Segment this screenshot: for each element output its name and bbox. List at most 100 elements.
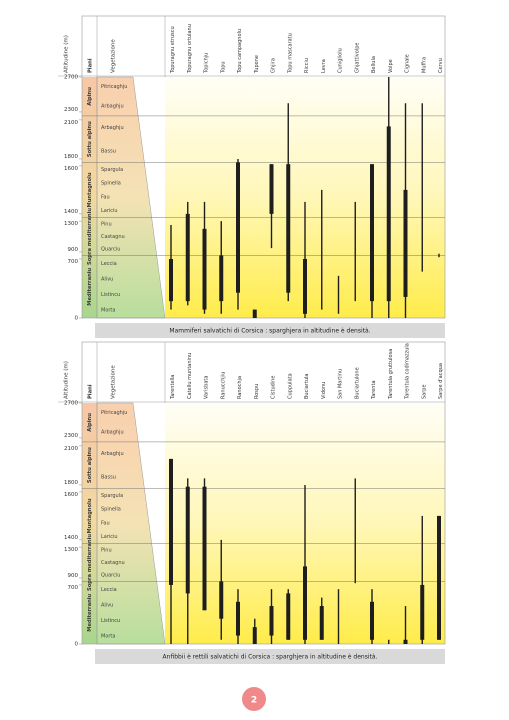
y-tick-label: 900 — [68, 573, 79, 579]
vegetation-label: Quarciu — [101, 247, 120, 253]
species-label: Tarenta — [371, 380, 377, 400]
density-bar — [252, 309, 257, 318]
y-tick-label: 2100 — [64, 446, 78, 452]
species-label: Cunigliolu — [338, 48, 344, 73]
y-tick-label: 1800 — [64, 154, 78, 160]
vegetation-label: Bassu — [101, 148, 116, 154]
species-label: Buciartula — [304, 374, 310, 399]
species-label: Ghjira — [271, 58, 277, 73]
y-tick-label: 2100 — [64, 120, 78, 126]
zone-header: Piani — [88, 384, 94, 399]
vegetation-label: Spargula — [101, 167, 123, 173]
density-bar — [403, 189, 408, 297]
vegetation-label: Pitricaghju — [101, 84, 127, 90]
zone-label: Muntagnolu — [87, 498, 93, 533]
species-label: Topu campagnolu — [237, 29, 243, 74]
vegetation-label: Arbaghju — [101, 125, 124, 131]
vegetation-label: Spargula — [101, 493, 123, 499]
vegetation-label: Leccia — [101, 261, 117, 267]
density-bar — [169, 458, 173, 585]
vegetation-label: Castagnu — [101, 560, 125, 566]
vegetation-label: Lariciu — [101, 208, 118, 214]
zone-column — [82, 403, 97, 644]
vegetation-label: Pinu — [101, 221, 112, 227]
density-bar — [437, 515, 441, 640]
zone-label: Mediterraniu — [87, 593, 93, 631]
species-label: Bellula — [371, 56, 377, 73]
vegetation-label: Leccia — [101, 587, 117, 593]
chart-frame — [81, 15, 446, 319]
density-bar — [252, 627, 257, 644]
vegetation-header: Vegetazione — [111, 365, 117, 399]
y-tick-label: 1400 — [64, 209, 78, 215]
density-bar — [370, 601, 374, 640]
chart-panel: Altitudine (m) Piani Vegetazione 0 700 900 130… — [58, 341, 446, 664]
zone-label: Alpinu — [87, 413, 93, 432]
species-label: Levra — [321, 59, 327, 73]
species-label: Cistudine — [271, 376, 277, 399]
density-bar — [236, 601, 240, 636]
y-axis-label: Altitudine (m) — [64, 361, 70, 399]
density-bar — [202, 228, 207, 310]
vegetation-label: Listincu — [101, 292, 120, 298]
zone-label: Alpinu — [87, 87, 93, 106]
density-bar — [219, 581, 224, 619]
vegetation-label: Spinella — [101, 507, 121, 513]
species-label: Topu — [220, 61, 226, 74]
y-tick-label: 0 — [75, 642, 79, 648]
vegetation-label: Fau — [101, 520, 110, 526]
y-tick-label: 2300 — [64, 107, 78, 113]
density-bar — [386, 126, 391, 302]
species-label: Topu mascaratu — [287, 33, 293, 74]
density-bar — [219, 255, 224, 302]
zone-label: Mediterraniu — [87, 267, 93, 305]
page-number-badge — [242, 687, 266, 711]
species-label: Volpe — [388, 59, 394, 73]
chart-frame — [81, 341, 446, 645]
vegetation-label: Castagnu — [101, 234, 125, 240]
density-bar — [185, 213, 190, 302]
vegetation-label: Morta — [101, 634, 115, 640]
y-tick-label: 900 — [68, 247, 79, 253]
density-bar — [286, 164, 291, 293]
density-bar — [319, 606, 324, 640]
species-label: Ranucchjiu — [220, 372, 226, 399]
species-label: Topichju — [204, 53, 210, 74]
species-label: Ghjattivolpe — [354, 43, 360, 73]
y-tick-label: 1600 — [64, 492, 78, 498]
density-bar — [185, 486, 190, 594]
species-label: San Martinu — [338, 369, 344, 399]
y-tick-label: 2300 — [64, 433, 78, 439]
vegetation-label: Pitricaghju — [101, 410, 127, 416]
species-label: Muffra — [421, 57, 427, 73]
vegetation-header: Vegetazione — [111, 39, 117, 73]
density-bar — [370, 164, 374, 302]
caption-bar — [95, 649, 445, 664]
density-bar — [286, 593, 291, 640]
y-tick-label: 2700 — [64, 75, 78, 81]
zone-label: Muntagnolu — [87, 172, 93, 207]
species-label: Varisbata — [204, 376, 210, 399]
species-label: Vidonu — [321, 382, 327, 399]
species-label: Topuragnu ortulanu — [187, 24, 193, 74]
species-label: Cuppulata — [287, 373, 293, 399]
y-tick-label: 1400 — [64, 535, 78, 541]
y-tick-label: 1800 — [64, 480, 78, 486]
density-bar — [236, 162, 240, 293]
y-tick-label: 1300 — [64, 547, 78, 553]
zone-label: Sottu alpinu — [87, 447, 93, 483]
species-label: Catellu muntaninu — [187, 353, 193, 399]
vegetation-label: Spinella — [101, 181, 121, 187]
species-label: Tarentula codimazzula — [405, 343, 411, 400]
vegetation-label: Arbaghju — [101, 104, 124, 110]
species-label: Tupone — [254, 55, 260, 74]
y-tick-label: 700 — [68, 259, 79, 265]
zone-label: Sopra mediterraniu — [87, 534, 93, 591]
vegetation-label: Alivu — [101, 602, 113, 608]
density-bar — [420, 584, 425, 640]
chart-panel: Altitudine (m) Piani Vegetazione 0 700 900 130… — [58, 15, 446, 338]
zone-label: Sottu alpinu — [87, 121, 93, 157]
caption: Mammiferi salvatichi di Corsica : spargh… — [169, 328, 370, 335]
species-label: Cignale — [405, 54, 411, 73]
